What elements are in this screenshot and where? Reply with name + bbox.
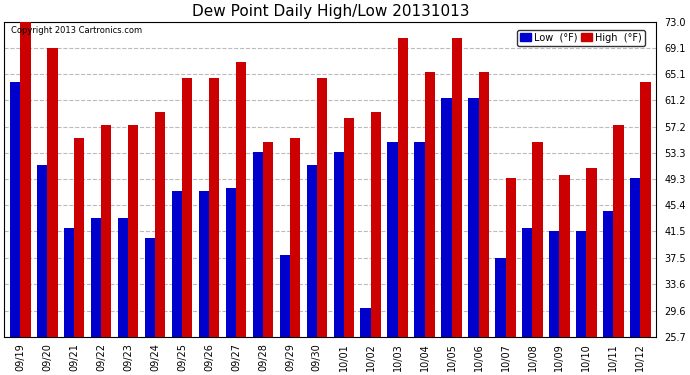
Bar xyxy=(630,178,640,337)
Bar xyxy=(424,72,435,337)
Bar xyxy=(101,125,112,337)
Bar xyxy=(236,62,246,337)
Bar xyxy=(586,168,597,337)
Bar xyxy=(397,38,408,337)
Bar xyxy=(155,112,166,337)
Bar xyxy=(91,218,101,337)
Bar xyxy=(576,231,586,337)
Bar xyxy=(533,141,543,337)
Bar xyxy=(10,82,20,337)
Bar xyxy=(75,138,84,337)
Bar xyxy=(20,22,30,337)
Bar xyxy=(333,152,344,337)
Bar xyxy=(415,141,424,337)
Bar xyxy=(253,152,263,337)
Bar xyxy=(495,258,506,337)
Bar xyxy=(64,228,75,337)
Bar xyxy=(640,82,651,337)
Bar xyxy=(279,255,290,337)
Bar xyxy=(172,192,182,337)
Bar xyxy=(182,78,193,337)
Bar xyxy=(306,165,317,337)
Bar xyxy=(290,138,300,337)
Bar xyxy=(145,238,155,337)
Bar xyxy=(388,141,397,337)
Bar xyxy=(549,231,560,337)
Text: Copyright 2013 Cartronics.com: Copyright 2013 Cartronics.com xyxy=(10,27,142,36)
Bar xyxy=(128,125,139,337)
Bar xyxy=(226,188,236,337)
Bar xyxy=(344,118,354,337)
Bar xyxy=(479,72,489,337)
Bar xyxy=(603,211,613,337)
Legend: Low  (°F), High  (°F): Low (°F), High (°F) xyxy=(517,30,645,46)
Bar xyxy=(360,308,371,337)
Bar xyxy=(371,112,381,337)
Bar xyxy=(37,165,48,337)
Bar xyxy=(317,78,327,337)
Bar xyxy=(506,178,515,337)
Bar xyxy=(451,38,462,337)
Bar xyxy=(209,78,219,337)
Bar xyxy=(560,175,570,337)
Bar xyxy=(522,228,533,337)
Bar xyxy=(48,48,57,337)
Bar xyxy=(469,98,479,337)
Bar xyxy=(263,141,273,337)
Bar xyxy=(118,218,128,337)
Bar xyxy=(442,98,451,337)
Bar xyxy=(199,192,209,337)
Title: Dew Point Daily High/Low 20131013: Dew Point Daily High/Low 20131013 xyxy=(192,4,469,19)
Bar xyxy=(613,125,624,337)
